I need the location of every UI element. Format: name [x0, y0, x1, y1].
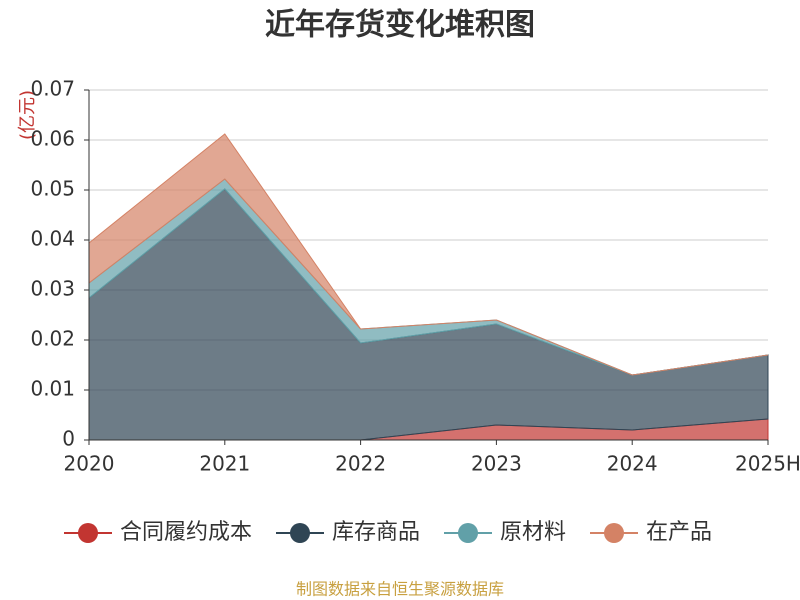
- legend-marker[interactable]: [604, 523, 624, 543]
- y-tick-label: 0.01: [30, 377, 75, 401]
- y-tick-label: 0.05: [30, 177, 75, 201]
- legend-label[interactable]: 合同履约成本: [120, 520, 252, 545]
- legend-marker[interactable]: [458, 523, 478, 543]
- x-tick-label: 2021: [199, 452, 250, 476]
- y-tick-label: 0.03: [30, 277, 75, 301]
- y-tick-label: 0.06: [30, 127, 75, 151]
- x-tick-label: 2022: [335, 452, 386, 476]
- legend-label[interactable]: 在产品: [646, 520, 712, 545]
- y-tick-label: 0.07: [30, 77, 75, 101]
- y-axis-label: (亿元): [17, 90, 38, 140]
- x-tick-label: 2025H: [735, 452, 800, 476]
- y-tick-label: 0: [62, 427, 75, 451]
- y-tick-label: 0.02: [30, 327, 75, 351]
- x-tick-label: 2023: [471, 452, 522, 476]
- legend-label[interactable]: 库存商品: [332, 520, 420, 545]
- legend-label[interactable]: 原材料: [500, 520, 566, 545]
- legend-marker[interactable]: [290, 523, 310, 543]
- y-tick-label: 0.04: [30, 227, 75, 251]
- area: [88, 133, 769, 376]
- source-note: 制图数据来自恒生聚源数据库: [296, 580, 504, 599]
- area: [88, 188, 769, 441]
- chart-title: 近年存货变化堆积图: [265, 8, 535, 43]
- x-tick-label: 2024: [607, 452, 658, 476]
- x-tick-label: 2020: [64, 452, 115, 476]
- legend-marker[interactable]: [78, 523, 98, 543]
